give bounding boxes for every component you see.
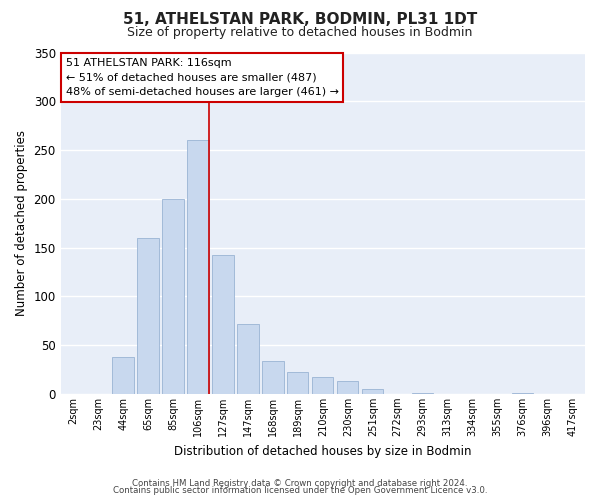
Text: Contains public sector information licensed under the Open Government Licence v3: Contains public sector information licen… [113,486,487,495]
Text: 51 ATHELSTAN PARK: 116sqm
← 51% of detached houses are smaller (487)
48% of semi: 51 ATHELSTAN PARK: 116sqm ← 51% of detac… [66,58,339,97]
Bar [312,378,334,394]
Text: Contains HM Land Registry data © Crown copyright and database right 2024.: Contains HM Land Registry data © Crown c… [132,478,468,488]
Text: 51, ATHELSTAN PARK, BODMIN, PL31 1DT: 51, ATHELSTAN PARK, BODMIN, PL31 1DT [123,12,477,28]
Bar [287,372,308,394]
Bar [412,393,433,394]
Bar [112,357,134,394]
Bar [238,324,259,394]
Bar [337,381,358,394]
X-axis label: Distribution of detached houses by size in Bodmin: Distribution of detached houses by size … [174,444,472,458]
Bar [163,199,184,394]
Bar [262,360,284,394]
Bar [187,140,209,394]
Bar [362,389,383,394]
Bar [212,256,233,394]
Bar [512,393,533,394]
Y-axis label: Number of detached properties: Number of detached properties [15,130,28,316]
Text: Size of property relative to detached houses in Bodmin: Size of property relative to detached ho… [127,26,473,39]
Bar [137,238,158,394]
